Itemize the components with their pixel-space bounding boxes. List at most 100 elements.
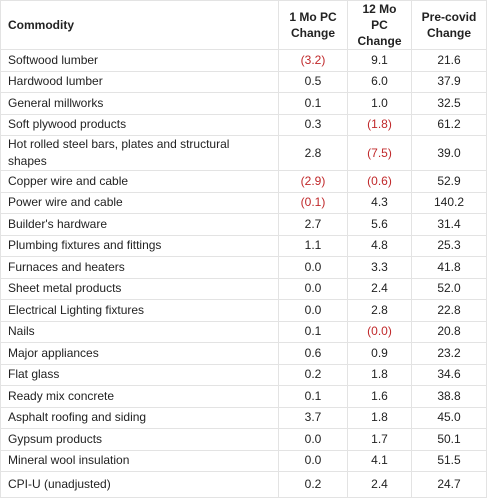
value-cell: 0.5 — [278, 70, 348, 93]
header-cell: 12 Mo PC Change — [347, 0, 412, 50]
value-cell: 0.0 — [278, 299, 348, 322]
value-cell: 1.7 — [347, 428, 412, 451]
value-cell: 4.8 — [347, 234, 412, 257]
value-cell: 0.1 — [278, 92, 348, 115]
table-row: Gypsum products 0.0 1.7 50.1 — [0, 428, 487, 451]
commodity-cell: Nails — [0, 320, 279, 343]
value-cell: 50.1 — [411, 428, 487, 451]
value-cell: 1.8 — [347, 363, 412, 386]
commodity-cell: Builder's hardware — [0, 213, 279, 236]
value-cell: 31.4 — [411, 213, 487, 236]
table-row: Soft plywood products 0.3 (1.8) 61.2 — [0, 113, 487, 136]
table-row: Ready mix concrete 0.1 1.6 38.8 — [0, 385, 487, 408]
value-cell: 1.1 — [278, 234, 348, 257]
header-cell: Commodity — [0, 0, 279, 50]
table-body: Softwood lumber (3.2) 9.1 21.6 Hardwood lumb… — [0, 49, 487, 498]
value-cell: (0.0) — [347, 320, 412, 343]
value-cell: 45.0 — [411, 406, 487, 429]
value-cell: 0.0 — [278, 256, 348, 279]
value-cell: 37.9 — [411, 70, 487, 93]
value-cell: (3.2) — [278, 49, 348, 72]
value-cell: 24.7 — [411, 471, 487, 498]
table-row: Power wire and cable (0.1) 4.3 140.2 — [0, 191, 487, 214]
value-cell: 4.3 — [347, 191, 412, 214]
value-cell: (0.6) — [347, 170, 412, 193]
table-row: Hardwood lumber 0.5 6.0 37.9 — [0, 70, 487, 93]
table-row: CPI-U (unadjusted) 0.2 2.4 24.7 — [0, 471, 487, 498]
value-cell: 38.8 — [411, 385, 487, 408]
value-cell: 0.0 — [278, 449, 348, 472]
table-row: General millworks 0.1 1.0 32.5 — [0, 92, 487, 115]
value-cell: 0.9 — [347, 342, 412, 365]
value-cell: 32.5 — [411, 92, 487, 115]
value-cell: 0.1 — [278, 320, 348, 343]
value-cell: (1.8) — [347, 113, 412, 136]
value-cell: 1.0 — [347, 92, 412, 115]
value-cell: 1.8 — [347, 406, 412, 429]
table-row: Nails 0.1 (0.0) 20.8 — [0, 320, 487, 343]
value-cell: 0.6 — [278, 342, 348, 365]
value-cell: 22.8 — [411, 299, 487, 322]
value-cell: 3.3 — [347, 256, 412, 279]
commodity-cell: Ready mix concrete — [0, 385, 279, 408]
value-cell: 61.2 — [411, 113, 487, 136]
value-cell: 0.3 — [278, 113, 348, 136]
commodity-cell: Asphalt roofing and siding — [0, 406, 279, 429]
value-cell: (0.1) — [278, 191, 348, 214]
value-cell: 39.0 — [411, 135, 487, 171]
commodity-cell: General millworks — [0, 92, 279, 115]
commodity-cell: Hardwood lumber — [0, 70, 279, 93]
table-row: Electrical Lighting fixtures 0.0 2.8 22.8 — [0, 299, 487, 322]
value-cell: 2.8 — [278, 135, 348, 171]
value-cell: 4.1 — [347, 449, 412, 472]
value-cell: (2.9) — [278, 170, 348, 193]
value-cell: 0.0 — [278, 277, 348, 300]
table-row: Plumbing fixtures and fittings 1.1 4.8 25.3 — [0, 234, 487, 257]
value-cell: 0.0 — [278, 428, 348, 451]
header-row: Commodity 1 Mo PC Change 12 Mo PC Change Pr… — [0, 0, 487, 50]
commodity-cell: CPI-U (unadjusted) — [0, 471, 279, 498]
table-row: Softwood lumber (3.2) 9.1 21.6 — [0, 49, 487, 72]
value-cell: 51.5 — [411, 449, 487, 472]
value-cell: (7.5) — [347, 135, 412, 171]
commodity-cell: Plumbing fixtures and fittings — [0, 234, 279, 257]
value-cell: 2.4 — [347, 471, 412, 498]
commodity-cell: Furnaces and heaters — [0, 256, 279, 279]
commodity-cell: Softwood lumber — [0, 49, 279, 72]
value-cell: 2.4 — [347, 277, 412, 300]
value-cell: 2.7 — [278, 213, 348, 236]
value-cell: 0.2 — [278, 471, 348, 498]
value-cell: 23.2 — [411, 342, 487, 365]
table-row: Furnaces and heaters 0.0 3.3 41.8 — [0, 256, 487, 279]
value-cell: 34.6 — [411, 363, 487, 386]
value-cell: 52.0 — [411, 277, 487, 300]
value-cell: 20.8 — [411, 320, 487, 343]
value-cell: 9.1 — [347, 49, 412, 72]
value-cell: 1.6 — [347, 385, 412, 408]
value-cell: 21.6 — [411, 49, 487, 72]
commodity-cell: Power wire and cable — [0, 191, 279, 214]
table-row: Asphalt roofing and siding 3.7 1.8 45.0 — [0, 406, 487, 429]
value-cell: 3.7 — [278, 406, 348, 429]
value-cell: 25.3 — [411, 234, 487, 257]
header-cell: Pre-covid Change — [411, 0, 487, 50]
commodity-cell: Major appliances — [0, 342, 279, 365]
header-cell: 1 Mo PC Change — [278, 0, 348, 50]
table-row: Hot rolled steel bars, plates and struct… — [0, 135, 487, 171]
table-row: Major appliances 0.6 0.9 23.2 — [0, 342, 487, 365]
value-cell: 140.2 — [411, 191, 487, 214]
commodity-cell: Soft plywood products — [0, 113, 279, 136]
value-cell: 0.1 — [278, 385, 348, 408]
value-cell: 41.8 — [411, 256, 487, 279]
table-row: Copper wire and cable (2.9) (0.6) 52.9 — [0, 170, 487, 193]
table-row: Mineral wool insulation 0.0 4.1 51.5 — [0, 449, 487, 472]
commodity-cell: Gypsum products — [0, 428, 279, 451]
value-cell: 5.6 — [347, 213, 412, 236]
value-cell: 0.2 — [278, 363, 348, 386]
commodity-cell: Flat glass — [0, 363, 279, 386]
commodity-cell: Copper wire and cable — [0, 170, 279, 193]
commodity-cell: Hot rolled steel bars, plates and struct… — [0, 135, 279, 171]
value-cell: 2.8 — [347, 299, 412, 322]
